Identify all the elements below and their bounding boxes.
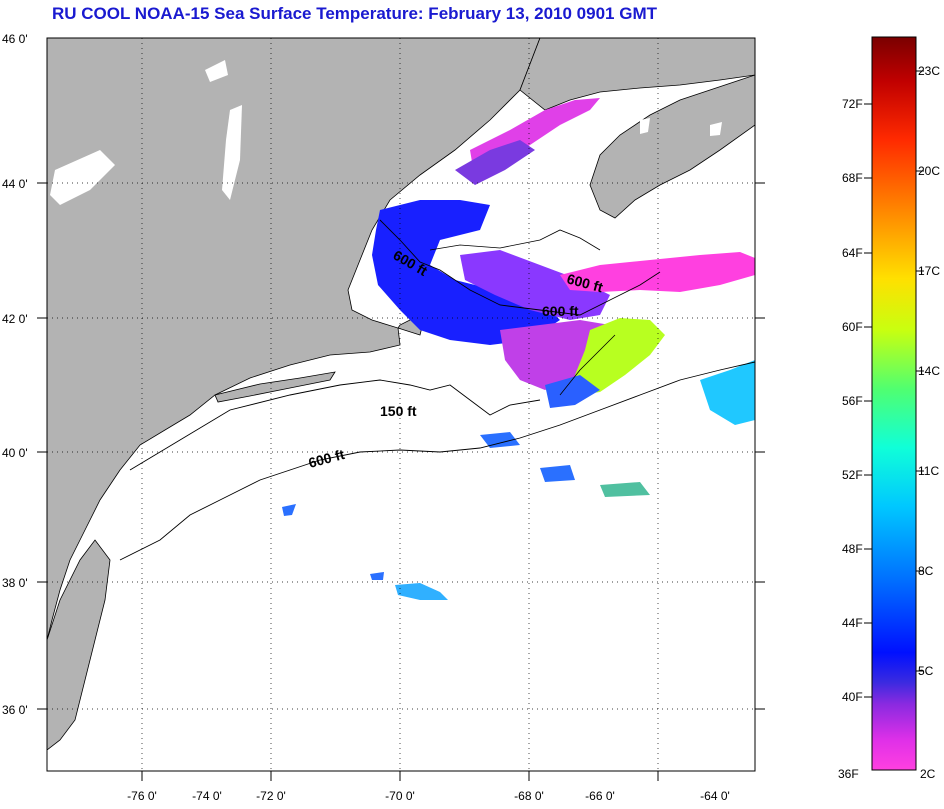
colorbar-c-label: 8C (918, 564, 934, 578)
land-nova-scotia (589, 74, 755, 219)
lon-tick-label: -72 0' (256, 789, 286, 803)
colorbar-c-label: 17C (918, 264, 940, 278)
sst-patch-offshore-5 (370, 572, 384, 580)
lon-tick-label: -64 0' (700, 789, 730, 803)
colorbar-f-label: 52F (842, 468, 863, 482)
lake-shape (205, 60, 228, 82)
sst-patch-blue-main (372, 200, 560, 345)
colorbar-ticks (864, 70, 924, 698)
lat-tick-label: 38 0' (2, 576, 28, 590)
colorbar-f-label: 44F (842, 616, 863, 630)
contour-channel (559, 334, 616, 396)
sst-patch-offshore-3 (600, 482, 650, 497)
lake-shape (640, 118, 650, 134)
sst-patch-offshore-6 (395, 583, 448, 600)
sst-patch-offshore-2 (540, 465, 575, 482)
map-frame (46, 37, 756, 772)
lat-tick-label: 42 0' (2, 312, 28, 326)
sst-patch-violet (460, 250, 610, 320)
land-new-brunswick (519, 38, 755, 111)
map-title: RU COOL NOAA-15 Sea Surface Temperature:… (52, 4, 657, 23)
lon-tick-label: -74 0' (192, 789, 222, 803)
colorbar-f-label: 40F (842, 690, 863, 704)
colorbar-c-label: 2C (920, 767, 936, 781)
sst-patch-offshore-1 (480, 432, 520, 448)
land-long-island (214, 371, 336, 403)
colorbar-f-label: 60F (842, 320, 863, 334)
colorbar-c-label: 5C (918, 664, 934, 678)
contour-600ft-gulf (379, 219, 661, 316)
lat-tick-label: 44 0' (2, 177, 28, 191)
sst-patch-pink-east (560, 252, 755, 292)
colorbar-c-label: 23C (918, 64, 940, 78)
land-us-mainland (47, 38, 541, 641)
colorbar-c-label: 14C (918, 364, 940, 378)
lake-shape (222, 105, 242, 200)
sst-patch-blue-south (545, 375, 600, 408)
lon-tick-label: -70 0' (385, 789, 415, 803)
colorbar-f-label: 72F (842, 97, 863, 111)
contour-inner (429, 229, 601, 251)
colorbar (871, 36, 917, 771)
land-delmarva (47, 539, 111, 751)
lake-shape (710, 122, 722, 136)
lon-tick-label: -68 0' (514, 789, 544, 803)
sst-patch-offshore-4 (282, 504, 296, 516)
lat-tick-label: 36 0' (2, 703, 28, 717)
sst-patch-cyan-east (700, 360, 755, 425)
colorbar-f-label: 48F (842, 542, 863, 556)
lon-tick-label: -66 0' (585, 789, 615, 803)
colorbar-c-label: 11C (918, 464, 939, 478)
lon-tick-label: -76 0' (127, 789, 157, 803)
lake-shape (50, 150, 115, 205)
axis-ticks (37, 182, 765, 781)
contour-150ft (129, 379, 541, 471)
colorbar-f-label: 64F (842, 246, 863, 260)
sst-patch-green-yellow (575, 318, 665, 395)
contour-600ft-shelf (119, 361, 755, 561)
colorbar-f-label: 36F (838, 767, 859, 781)
graticule (47, 38, 755, 771)
sst-patch-purple (455, 140, 535, 185)
lat-tick-label: 46 0' (2, 32, 28, 46)
colorbar-f-label: 68F (842, 171, 863, 185)
colorbar-c-label: 20C (918, 164, 940, 178)
contour-label-600ft-mid: 600 ft (542, 303, 579, 319)
lat-tick-label: 40 0' (2, 446, 28, 460)
contour-label-150ft: 150 ft (380, 403, 417, 419)
colorbar-f-label: 56F (842, 394, 863, 408)
